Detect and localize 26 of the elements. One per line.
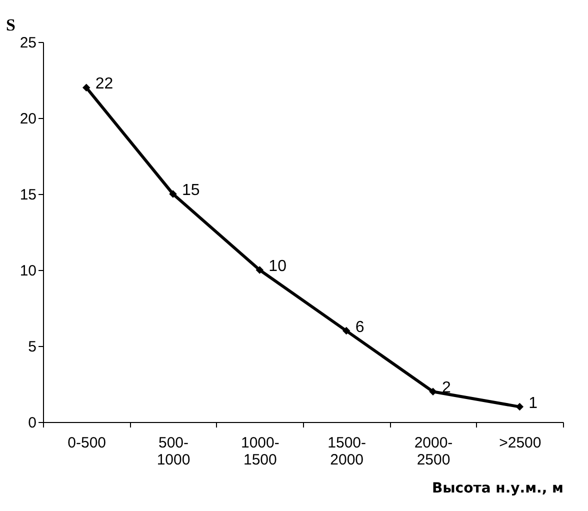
point [169,190,177,198]
data-label: 1 [528,394,538,412]
data-label: 22 [95,76,114,93]
point [82,84,90,92]
x-tick-label: 2000-2500 [414,434,453,468]
point [342,326,350,335]
x-tick-label: 1000-1500 [240,434,280,468]
point [516,402,524,411]
y-tick-label: 10 [20,262,36,280]
data-label: 6 [355,318,364,336]
x-tick-label: >2500 [499,434,542,452]
y-tick-label: 0 [28,414,36,432]
y-axis-title: S [6,16,16,34]
y-tick-label: 5 [28,338,36,356]
y-tick-label: 25 [20,34,36,52]
data-label: 2 [442,380,451,397]
x-tick-label: 500-1000 [156,434,190,468]
data-label: 10 [268,258,287,275]
data-label: 15 [182,182,200,199]
point [429,388,437,396]
x-tick-label: 0-500 [68,434,106,452]
y-tick-label: 15 [20,186,36,204]
x-tick-label: 1500-2000 [328,434,366,468]
x-axis-title: Высота н.у.м., м [432,480,564,496]
point [256,266,264,274]
y-tick-label: 20 [20,110,36,128]
